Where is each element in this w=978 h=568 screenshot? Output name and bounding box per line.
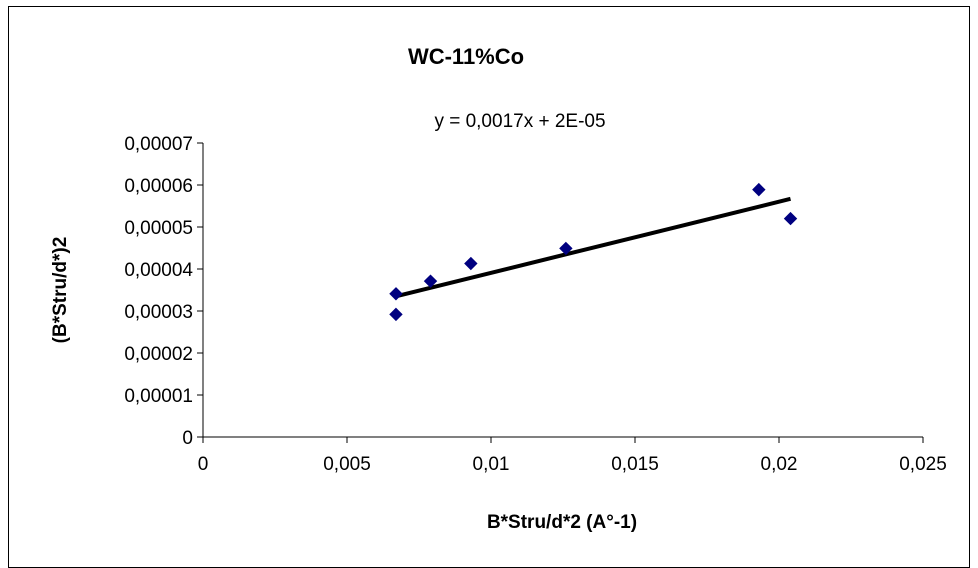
y-tick-label: 0 [182, 428, 193, 449]
data-point [783, 211, 798, 226]
y-tick-label: 0,00007 [124, 134, 193, 155]
x-tick-label: 0,015 [611, 454, 659, 475]
data-point [389, 287, 403, 301]
trendline-equation: y = 0,0017x + 2E-05 [434, 111, 605, 132]
data-point [559, 241, 573, 256]
y-tick-label: 0,00001 [124, 386, 193, 407]
axes: 0 0,00001 0,00002 0,00003 0,00004 0,00005 0,00… [124, 134, 946, 475]
x-tick-label: 0,025 [899, 454, 947, 475]
data-point [423, 274, 438, 288]
trendline [395, 196, 791, 299]
x-tick-label: 0,02 [761, 454, 798, 475]
data-point [752, 182, 766, 197]
y-axis-label: (B*Stru/d*)2 [50, 237, 71, 344]
trendline-group [395, 196, 791, 299]
chart-frame [8, 6, 970, 568]
y-tick-label: 0,00005 [124, 218, 193, 239]
y-tick-label: 0,00002 [124, 344, 193, 365]
x-tick-label: 0,01 [473, 454, 510, 475]
x-axis-label: B*Stru/d*2 (A°-1) [487, 512, 637, 533]
x-tick-label: 0,005 [323, 454, 371, 475]
data-point [389, 307, 403, 322]
chart-title: WC-11%Co [408, 44, 524, 69]
y-tick-label: 0,00004 [124, 260, 193, 281]
y-tick-label: 0,00003 [124, 302, 193, 323]
x-tick-label: 0 [198, 454, 209, 475]
data-point [464, 256, 478, 271]
data-points [389, 182, 798, 322]
y-tick-label: 0,00006 [124, 176, 193, 197]
